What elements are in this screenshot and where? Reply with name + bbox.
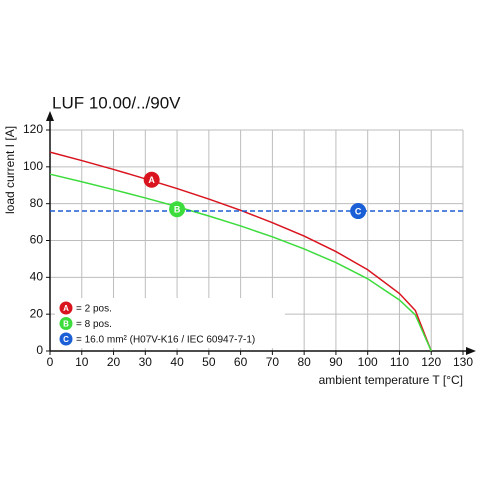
y-tick-label: 80 [30,196,44,210]
series-line [49,151,432,352]
x-tick-label: 100 [358,355,378,369]
legend-marker [59,332,73,346]
legend-marker-label: B [63,320,69,329]
legend-label: = 16.0 mm² (H07V-K16 / IEC 60947-7-1) [76,335,255,346]
legend-label: = 8 pos. [76,319,112,330]
marker [169,201,186,218]
x-tick-label: 30 [139,355,153,369]
marker-label: A [148,175,155,185]
x-tick-label: 60 [234,355,248,369]
legend-label: = 2 pos. [76,304,112,315]
marker [143,171,160,188]
x-tick-label: 0 [47,355,54,369]
y-tick-label: 0 [36,343,43,357]
marker-label: C [355,206,362,216]
marker-label: B [174,205,181,215]
x-tick-label: 20 [107,355,121,369]
legend-box [55,298,285,348]
chart-title: LUF 10.00/../90V [52,93,181,112]
x-tick-label: 130 [453,355,473,369]
x-tick-label: 50 [202,355,216,369]
x-tick-label: 110 [390,355,409,369]
x-axis-arrow [466,347,476,355]
y-tick-label: 120 [23,122,43,136]
y-tick-label: 60 [30,233,44,247]
x-tick-label: 70 [266,355,280,369]
marker [350,203,367,220]
x-tick-label: 120 [421,355,441,369]
y-tick-label: 40 [30,270,44,284]
series-line [49,173,432,352]
y-axis-arrow [46,111,54,121]
legend-marker [59,301,73,315]
legend-marker-label: A [63,304,69,313]
y-axis-label: load current I [A] [3,126,17,214]
x-tick-label: 40 [170,355,184,369]
x-tick-label: 80 [297,355,311,369]
x-tick-label: 10 [75,355,89,369]
x-axis-label: ambient temperature T [°C] [319,373,463,387]
y-tick-label: 100 [23,159,43,173]
x-tick-label: 90 [329,355,343,369]
legend-marker [59,317,73,330]
y-tick-label: 20 [30,306,44,320]
legend-marker-label: C [63,335,69,344]
